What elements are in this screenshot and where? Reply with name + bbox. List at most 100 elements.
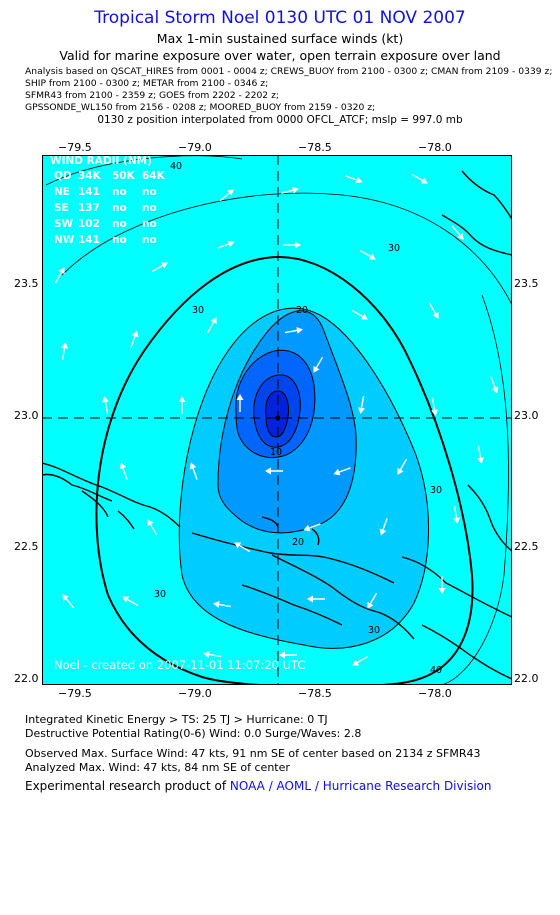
wind-vector-arrow [147, 519, 158, 536]
wind-radii-cell: no [142, 202, 157, 214]
contour-label-layer: 40 30 30 30 30 20 20 10 30 40 [154, 161, 442, 676]
contour-label: 30 [368, 625, 380, 636]
map-frame [42, 155, 512, 685]
wind-vector-arrow [307, 595, 325, 603]
credit-line: Experimental research product of NOAA / … [25, 779, 491, 793]
wind-vector-layer [54, 173, 499, 666]
contour-label: 30 [154, 589, 166, 600]
position-line: 0130 z position interpolated from 0000 O… [97, 114, 463, 126]
coast-southeast [421, 624, 512, 680]
wind-vector-arrow [345, 175, 363, 184]
contour-line-outer-se [441, 294, 509, 685]
wind-vector-arrow [303, 523, 321, 532]
wind-radii-cell: 141 [78, 186, 100, 198]
wind-vector-arrow [61, 342, 68, 360]
wind-radii-cell: no [112, 202, 127, 214]
wind-vector-arrow [62, 594, 75, 609]
lat-tick-right-1: 23.5 [514, 277, 539, 290]
lon-tick-bottom-4: −78.0 [418, 687, 452, 700]
wind-vector-arrow [281, 186, 299, 195]
wind-vector-arrow [283, 241, 301, 249]
coast-northeast-island [461, 170, 512, 220]
wind-vector-arrow [438, 576, 446, 594]
analysis-line-3: SFMR43 from 2100 - 2359 z; GOES from 220… [25, 90, 279, 101]
wind-vector-arrow [102, 396, 109, 414]
lat-tick-left-3: 22.5 [14, 540, 39, 553]
wind-vector-arrow [359, 249, 376, 260]
wind-vector-arrow [358, 396, 365, 414]
coast-islet-2 [311, 528, 320, 546]
wind-radii-header-50k: 50K [112, 170, 136, 182]
wind-radii-cell: no [142, 186, 157, 198]
wind-radii-title: WIND RADII (NM) [50, 155, 152, 167]
wind-radii-header-64k: 64K [142, 170, 166, 182]
wind-vector-arrow [219, 189, 234, 202]
wind-vector-arrow [397, 458, 408, 475]
credit-org-link[interactable]: NOAA / AOML / Hurricane Research Divisio… [229, 779, 492, 793]
wind-vector-arrow [236, 394, 244, 412]
wind-vector-arrow [453, 506, 460, 524]
contour-label: 10 [270, 447, 282, 458]
wind-fill-core-3 [265, 390, 289, 438]
lat-tick-left-2: 23.0 [14, 409, 39, 422]
wind-radii-cell: no [112, 218, 127, 230]
wind-radii-cell: SE [54, 202, 69, 214]
wind-radii-cell: no [142, 234, 157, 246]
contour-label: 40 [170, 161, 182, 172]
analysis-line-4: GPSSONDE_WL150 from 2156 - 0208 z; MOORE… [25, 102, 376, 113]
coast-east-island [441, 214, 512, 256]
coast-cuba-central [191, 532, 395, 584]
coast-cuba-north [42, 473, 113, 502]
map-title: Tropical Storm Noel 0130 UTC 01 NOV 2007 [94, 8, 466, 28]
wind-radii-table: WIND RADII (NM) QD 34K 50K 64K NE 141 no… [50, 155, 166, 246]
wind-radii-cell: NW [54, 234, 75, 246]
lon-tick-bottom-1: −79.5 [58, 687, 92, 700]
wind-vector-arrow [490, 376, 499, 394]
wind-radii-cell: SW [54, 218, 74, 230]
lat-tick-left-1: 23.5 [14, 277, 39, 290]
coast-cuba-east [401, 556, 512, 618]
contour-label: 30 [192, 305, 204, 316]
wind-vector-arrow [206, 317, 217, 334]
coast-far-east [467, 484, 512, 552]
wind-vector-arrow [352, 655, 369, 666]
dpr-line: Destructive Potential Rating(0-6) Wind: … [25, 727, 362, 740]
wind-radii-cell: no [112, 186, 127, 198]
coast-cuba-west [42, 462, 181, 528]
created-timestamp: Noel - created on 2007-11-01 11:07:20 UT… [54, 658, 305, 672]
wind-vector-arrow [477, 446, 484, 464]
contour-line-30kt [61, 192, 512, 306]
lon-tick-top-3: −78.5 [298, 141, 332, 154]
wind-vector-arrow [203, 651, 221, 658]
lat-tick-right-2: 23.0 [514, 409, 539, 422]
wind-vector-arrow [178, 396, 186, 414]
wind-radii-cell: 137 [78, 202, 100, 214]
wind-vector-arrow [313, 356, 324, 373]
wind-vector-arrow [130, 330, 139, 348]
wind-radii-header-34k: 34K [78, 170, 102, 182]
contour-label: 30 [430, 485, 442, 496]
coast-keys [81, 490, 135, 530]
lon-tick-bottom-2: −79.0 [178, 687, 212, 700]
wind-radii-cell: no [112, 234, 127, 246]
coast-islet-1 [261, 516, 279, 528]
lat-tick-left-4: 22.0 [14, 672, 39, 685]
analysis-line-2: SHIP from 2100 - 0300 z; METAR from 2100… [25, 78, 269, 89]
coast-archipelago [241, 584, 343, 626]
valid-exposure-line: Valid for marine exposure over water, op… [59, 48, 501, 63]
lon-tick-top-1: −79.5 [58, 141, 92, 154]
map-subtitle: Max 1-min sustained surface winds (kt) [156, 31, 404, 46]
lon-tick-bottom-3: −78.5 [298, 687, 332, 700]
wind-field-map: 40 30 30 30 30 20 20 10 30 40 WIND RADII… [42, 155, 512, 685]
analyzed-max-line: Analyzed Max. Wind: 47 kts, 84 nm SE of … [25, 761, 290, 774]
wind-vector-arrow [234, 542, 251, 553]
wind-vector-arrow [189, 462, 198, 480]
contour-label: 20 [292, 537, 304, 548]
wind-vector-arrow [217, 240, 235, 249]
wind-vector-arrow [333, 467, 351, 476]
ike-line: Integrated Kinetic Energy > TS: 25 TJ > … [25, 713, 328, 726]
lat-tick-right-4: 22.0 [514, 672, 539, 685]
wind-vector-arrow [213, 601, 231, 608]
wind-vector-arrow [54, 267, 65, 284]
wind-vector-arrow [379, 518, 388, 536]
